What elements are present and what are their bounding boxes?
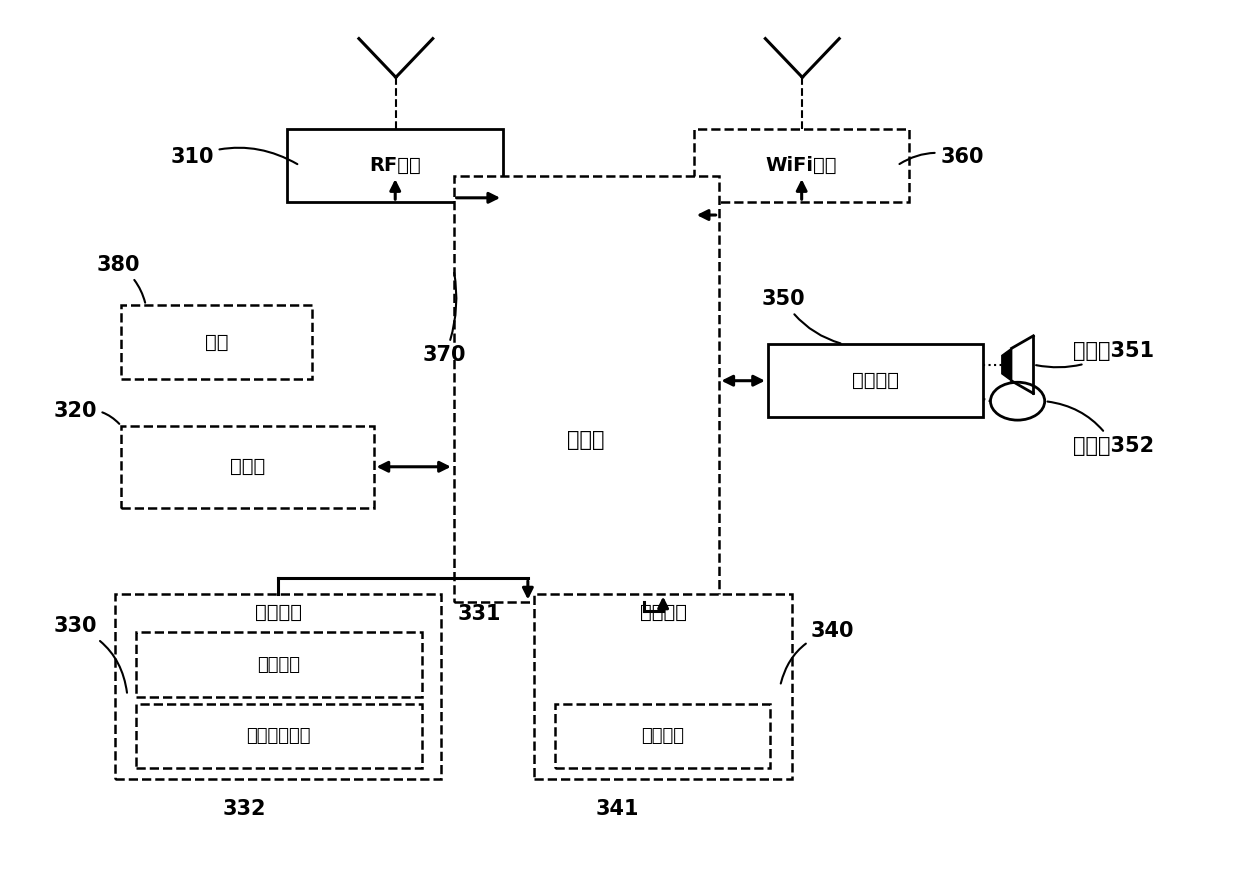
Text: 331: 331 [458, 604, 501, 624]
Bar [533, 594, 792, 779]
Text: 341: 341 [595, 799, 640, 819]
Text: RF电路: RF电路 [370, 156, 422, 175]
Bar [554, 704, 770, 768]
Text: 输入单元: 输入单元 [254, 603, 301, 622]
Text: 350: 350 [761, 289, 841, 343]
Text: 显示单元: 显示单元 [640, 603, 687, 622]
Text: 340: 340 [781, 620, 854, 684]
Polygon shape [1002, 348, 1012, 381]
Text: 存储器: 存储器 [229, 457, 265, 476]
Text: 扬声器351: 扬声器351 [1037, 341, 1154, 368]
Text: WiFi模块: WiFi模块 [766, 156, 837, 175]
Bar [694, 129, 909, 202]
Bar [115, 594, 441, 779]
Text: 传声器352: 传声器352 [1048, 401, 1154, 455]
Text: 310: 310 [170, 148, 298, 168]
Text: 380: 380 [97, 255, 145, 302]
Bar [136, 633, 422, 697]
Text: 370: 370 [423, 273, 466, 365]
Bar [454, 176, 718, 602]
Text: 触控面板: 触控面板 [258, 656, 300, 673]
Text: 处理器: 处理器 [568, 430, 605, 450]
Bar [768, 344, 983, 417]
Text: 330: 330 [53, 616, 126, 693]
Bar [288, 129, 503, 202]
Text: 显示面板: 显示面板 [641, 727, 684, 745]
Text: 其他输入设备: 其他输入设备 [247, 727, 311, 745]
Text: 音频电路: 音频电路 [852, 371, 899, 390]
Bar [136, 704, 422, 768]
Text: 320: 320 [53, 401, 119, 424]
Bar [122, 305, 312, 379]
Text: 360: 360 [899, 148, 983, 168]
Text: 332: 332 [223, 799, 267, 819]
Bar [122, 426, 373, 507]
Text: 电源: 电源 [205, 333, 228, 351]
